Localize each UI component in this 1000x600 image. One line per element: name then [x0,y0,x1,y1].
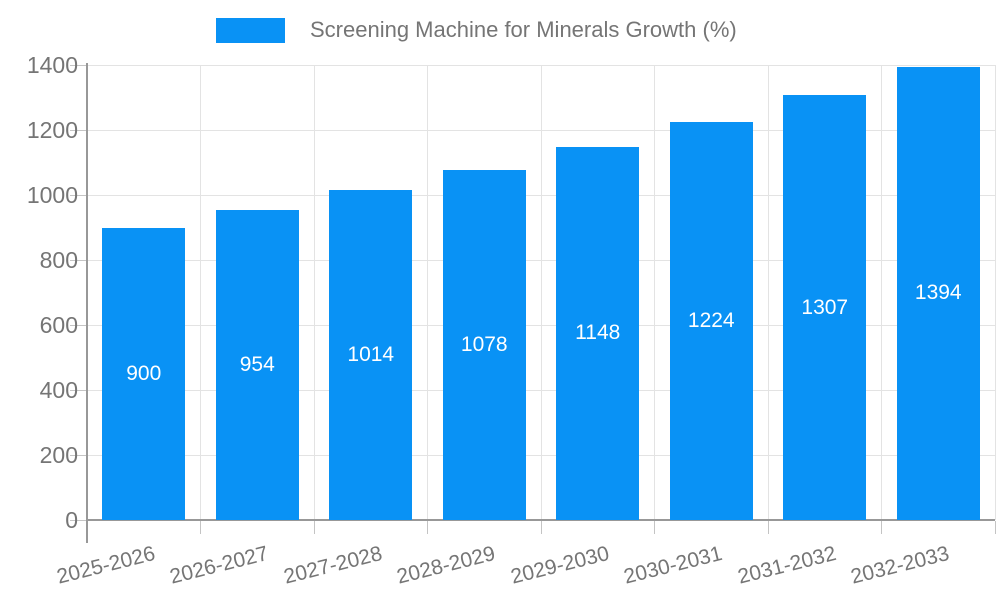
bar-value-label: 1307 [801,295,849,319]
y-tick-label: 1400 [26,52,78,78]
x-tick [427,521,428,534]
v-gridline [313,65,315,520]
bar[interactable] [556,146,640,520]
x-tick-label: 2032-2033 [848,542,952,589]
x-tick-label: 2026-2027 [167,542,271,589]
x-tick [200,521,201,534]
legend-swatch [216,18,285,43]
y-tick-label: 1000 [26,182,78,208]
y-tick-label: 600 [39,312,78,338]
bar[interactable] [896,66,980,520]
v-gridline [994,65,996,520]
x-axis-line [87,519,995,521]
x-tick-label: 2025-2026 [54,542,158,589]
x-tick-label: 2029-2030 [508,542,612,589]
v-gridline [427,65,428,520]
v-gridline [654,65,655,520]
x-tick-label: 2028-2029 [394,542,498,589]
x-tick [767,521,769,534]
y-tick [70,389,87,391]
bar[interactable] [783,95,867,520]
y-tick [70,454,87,456]
v-gridline [881,65,882,520]
legend-label: Screening Machine for Minerals Growth (%… [310,17,737,42]
bar[interactable] [215,209,299,520]
x-tick-label: 2030-2031 [621,542,725,589]
y-tick [70,324,87,326]
y-tick-label: 0 [65,507,78,533]
y-axis-line [86,63,88,543]
x-tick [654,521,655,534]
y-tick-label: 1200 [26,117,78,143]
y-tick [70,64,87,66]
bar[interactable] [669,122,753,520]
y-tick [70,259,87,261]
bar-value-label: 1394 [914,281,962,305]
y-tick [70,129,87,131]
bar-value-label: 1148 [575,321,621,345]
y-tick [70,194,87,196]
v-gridline [200,65,201,520]
bar[interactable] [329,190,413,520]
x-tick-label: 2031-2032 [735,542,839,589]
y-tick-label: 200 [39,442,78,468]
bar[interactable] [102,227,186,520]
x-tick [540,521,542,534]
x-tick [881,521,882,534]
bar-value-label: 954 [239,352,275,376]
bar[interactable] [442,169,526,520]
y-tick-label: 800 [39,247,78,273]
x-tick [994,521,996,534]
bar-value-label: 1014 [347,343,395,367]
v-gridline [540,65,542,520]
bar-value-label: 1224 [687,309,735,333]
x-tick [313,521,315,534]
v-gridline [767,65,769,520]
x-tick-label: 2027-2028 [281,542,385,589]
y-tick [70,519,87,521]
y-tick-label: 400 [39,377,78,403]
bar-value-label: 1078 [460,332,508,356]
bar-value-label: 900 [126,361,162,385]
